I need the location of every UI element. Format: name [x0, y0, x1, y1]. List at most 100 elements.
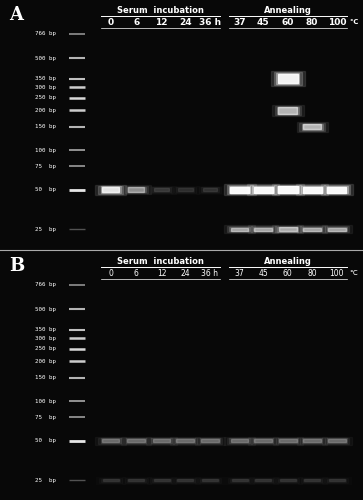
Bar — [303, 478, 322, 482]
Text: 36 h: 36 h — [199, 18, 221, 27]
Bar — [176, 439, 194, 442]
Bar — [176, 478, 195, 482]
Bar — [173, 438, 197, 444]
Bar — [254, 439, 272, 442]
Text: 150 bp: 150 bp — [35, 124, 56, 130]
Bar — [102, 187, 119, 192]
Text: 45: 45 — [257, 18, 269, 27]
Bar — [224, 436, 255, 444]
Text: 200 bp: 200 bp — [35, 108, 56, 113]
Text: Annealing: Annealing — [264, 257, 312, 266]
Bar — [127, 439, 145, 442]
Bar — [231, 228, 248, 231]
Text: 80: 80 — [306, 18, 318, 27]
Bar — [96, 477, 125, 484]
Text: 766 bp: 766 bp — [35, 282, 56, 288]
Bar — [101, 478, 120, 482]
Text: Serum  incubation: Serum incubation — [117, 257, 204, 266]
Bar — [232, 479, 248, 482]
Text: Serum  incubation: Serum incubation — [117, 6, 204, 15]
Bar — [175, 438, 195, 443]
Text: 100: 100 — [328, 18, 346, 27]
Text: 100 bp: 100 bp — [35, 398, 56, 404]
Bar — [297, 122, 328, 132]
Bar — [249, 477, 278, 484]
Bar — [127, 478, 146, 482]
Bar — [128, 479, 144, 482]
Bar — [253, 438, 273, 443]
Bar — [325, 438, 349, 444]
Text: 766 bp: 766 bp — [35, 32, 56, 36]
Bar — [98, 186, 123, 194]
Text: 60: 60 — [282, 18, 294, 27]
Bar — [95, 436, 126, 444]
Bar — [302, 438, 322, 443]
Bar — [297, 226, 327, 233]
Text: 80: 80 — [307, 269, 317, 278]
Bar — [170, 436, 200, 444]
Bar — [277, 107, 299, 114]
Bar — [277, 227, 298, 232]
Bar — [277, 186, 299, 194]
Text: 75  bp: 75 bp — [35, 164, 56, 169]
Text: ℃: ℃ — [350, 20, 358, 26]
Bar — [255, 479, 271, 482]
Text: B: B — [9, 257, 24, 275]
Text: A: A — [9, 6, 23, 24]
Bar — [248, 436, 278, 444]
Bar — [154, 188, 169, 192]
Text: 200 bp: 200 bp — [35, 359, 56, 364]
Bar — [275, 226, 301, 232]
Bar — [272, 225, 303, 234]
Bar — [327, 227, 347, 232]
Bar — [195, 477, 224, 484]
Bar — [254, 478, 273, 482]
Text: 50  bp: 50 bp — [35, 187, 56, 192]
Text: 25  bp: 25 bp — [35, 478, 56, 482]
Bar — [327, 478, 346, 482]
Bar — [198, 478, 221, 482]
Bar — [128, 188, 144, 192]
Bar — [327, 186, 346, 192]
Text: 12: 12 — [155, 18, 168, 27]
Bar — [303, 228, 321, 231]
Bar — [150, 478, 173, 482]
Bar — [297, 436, 327, 444]
Bar — [101, 186, 121, 193]
Text: 100: 100 — [330, 269, 344, 278]
Bar — [176, 188, 194, 192]
Bar — [271, 72, 305, 86]
Text: 0: 0 — [108, 269, 113, 278]
Bar — [227, 438, 252, 444]
Bar — [171, 477, 200, 484]
Text: 24: 24 — [179, 18, 191, 27]
Text: 45: 45 — [258, 269, 268, 278]
Bar — [248, 226, 278, 233]
Text: 300 bp: 300 bp — [35, 85, 56, 90]
Bar — [322, 477, 351, 484]
Bar — [203, 188, 217, 192]
Bar — [325, 478, 348, 482]
Bar — [299, 123, 325, 130]
Bar — [303, 124, 321, 130]
Text: 37: 37 — [235, 269, 244, 278]
Text: 0: 0 — [108, 18, 114, 27]
Bar — [279, 228, 297, 231]
Bar — [278, 438, 298, 443]
Bar — [171, 186, 199, 194]
Bar — [254, 228, 272, 231]
Bar — [301, 186, 323, 193]
Bar — [225, 477, 254, 484]
Text: 250 bp: 250 bp — [35, 95, 56, 100]
Bar — [230, 478, 249, 482]
Bar — [298, 477, 327, 484]
Bar — [126, 438, 146, 443]
Bar — [95, 184, 126, 194]
Bar — [227, 186, 253, 194]
Bar — [174, 186, 196, 192]
Bar — [304, 479, 320, 482]
Text: 6: 6 — [133, 18, 139, 27]
Text: 300 bp: 300 bp — [35, 336, 56, 341]
Bar — [254, 186, 273, 192]
Bar — [121, 436, 151, 444]
